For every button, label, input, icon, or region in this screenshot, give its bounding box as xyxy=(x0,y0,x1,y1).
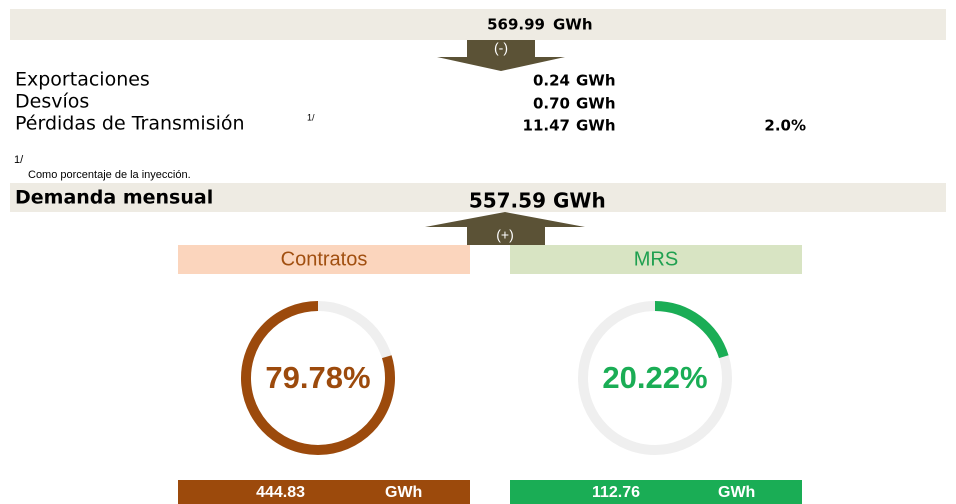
plus-label: (+) xyxy=(496,227,514,243)
injection-unit: GWh xyxy=(553,16,593,34)
gauge-percent: 20.22% xyxy=(602,360,707,395)
down-arrow xyxy=(437,40,565,71)
injection-value: 569.99 xyxy=(487,16,545,34)
gauge-unit: GWh xyxy=(385,484,422,501)
gauge-unit: GWh xyxy=(718,484,755,501)
demand-value: 557.59 xyxy=(469,189,546,213)
minus-label: (-) xyxy=(494,40,508,56)
row-label: Desvíos xyxy=(15,91,89,113)
gauge-arc xyxy=(241,301,395,455)
injection-band xyxy=(10,9,946,40)
mrs-header xyxy=(510,245,802,274)
row-unit: GWh xyxy=(576,117,616,135)
row-value: 11.47 xyxy=(523,117,570,135)
demand-label: Demanda mensual xyxy=(15,187,213,209)
gauge-title: MRS xyxy=(634,248,678,270)
row-label: Exportaciones xyxy=(15,69,150,91)
up-arrow xyxy=(425,212,585,245)
row-unit: GWh xyxy=(576,72,616,90)
mrs-footer xyxy=(510,480,802,504)
gauge-arc xyxy=(654,301,729,359)
row-label: Pérdidas de Transmisión xyxy=(15,113,245,135)
gauge-percent: 79.78% xyxy=(265,360,370,395)
gauge-energy: 112.76 xyxy=(592,484,640,501)
contratos-header xyxy=(178,245,470,274)
gauge-energy: 444.83 xyxy=(256,484,305,501)
row-unit: GWh xyxy=(576,95,616,113)
row-value: 0.70 xyxy=(533,95,570,113)
footnote-text: Como porcentaje de la inyección. xyxy=(28,169,191,181)
row-percent: 2.0% xyxy=(764,117,806,135)
contratos-footer xyxy=(178,480,470,504)
gauge-title: Contratos xyxy=(281,248,368,270)
demand-band xyxy=(10,183,946,212)
row-sup: 1/ xyxy=(307,112,315,122)
demand-unit: GWh xyxy=(553,189,606,213)
footnote-mark: 1/ xyxy=(14,154,24,166)
row-value: 0.24 xyxy=(533,72,570,90)
